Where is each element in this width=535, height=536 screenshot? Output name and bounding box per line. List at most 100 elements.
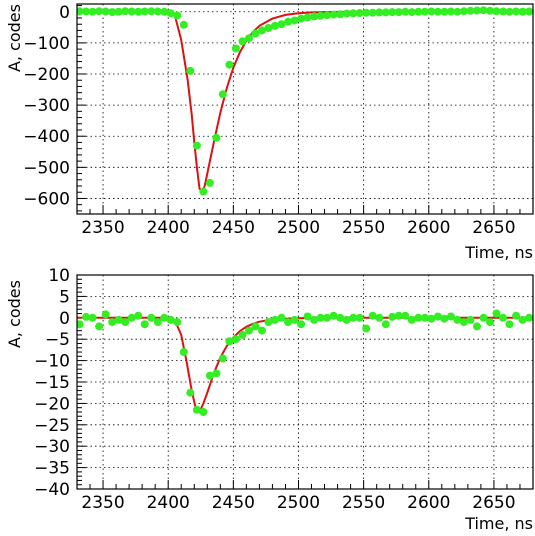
bottom-data-point — [121, 318, 130, 327]
bottom-data-point — [218, 354, 227, 363]
bottom-data-point — [153, 318, 162, 327]
top-x-tick-label: 2650 — [472, 218, 515, 238]
bottom-data-point — [147, 313, 156, 322]
top-y-tick-label: 0 — [59, 3, 70, 23]
bottom-x-tick-label: 2450 — [212, 493, 255, 513]
bottom-data-point — [258, 326, 266, 335]
top-data-point — [459, 7, 468, 16]
top-data-point — [192, 141, 201, 150]
bottom-x-tick-label: 2500 — [277, 493, 320, 513]
top-data-point — [251, 29, 260, 38]
bottom-data-point — [427, 314, 436, 323]
bottom-data-point — [329, 311, 338, 320]
bottom-data-point — [231, 335, 240, 344]
bottom-data-point — [518, 315, 527, 324]
top-data-point — [492, 7, 501, 16]
bottom-data-point — [368, 311, 377, 320]
top-x-tick-label: 2400 — [147, 218, 190, 238]
top-x-tick-label: 2500 — [277, 218, 320, 238]
bottom-data-point — [414, 313, 423, 322]
top-data-point — [486, 6, 494, 15]
top-data-point — [166, 9, 175, 18]
bottom-data-point — [82, 312, 91, 321]
top-data-point — [427, 7, 436, 16]
bottom-y-tick-label: −30 — [34, 437, 70, 457]
bottom-data-point — [486, 318, 494, 327]
top-panel: 2350 2400 2450 2500 2550 2600 2650 0 −100 −200 −30… — [5, 3, 534, 262]
bottom-data-point — [297, 320, 306, 329]
bottom-data-point — [108, 318, 117, 327]
top-data-point — [499, 7, 507, 16]
bottom-data-point — [173, 318, 182, 327]
bottom-data-point — [277, 313, 286, 322]
bottom-fit-curve — [77, 316, 533, 414]
top-data-point — [245, 34, 253, 43]
top-data-point — [173, 11, 182, 20]
top-data-point — [342, 9, 351, 18]
top-data-point — [388, 8, 397, 17]
top-y-tick-label: −600 — [23, 189, 70, 209]
top-data-point — [303, 13, 312, 22]
bottom-data-point — [459, 318, 468, 327]
top-data-point — [433, 7, 442, 16]
top-data-point — [446, 7, 455, 16]
bottom-data-point — [88, 313, 97, 322]
top-data-point — [336, 10, 345, 19]
bottom-data-point — [466, 315, 475, 324]
bottom-y-tick-label: −25 — [34, 416, 70, 436]
bottom-data-point — [160, 313, 169, 322]
top-plot-content: 2350 2400 2450 2500 2550 2600 2650 0 −100 −200 −30… — [23, 3, 534, 238]
bottom-data-point — [134, 311, 143, 320]
top-data-point — [414, 7, 423, 16]
bottom-data-point — [251, 322, 260, 331]
bottom-data-point — [349, 313, 358, 322]
bottom-data-point — [355, 313, 364, 322]
bottom-data-point — [375, 313, 384, 322]
top-y-tick-label: −500 — [23, 158, 70, 178]
top-data-point — [231, 44, 240, 53]
top-data-point — [466, 6, 475, 15]
bottom-y-tick-label: −20 — [34, 394, 70, 414]
bottom-data-point — [479, 313, 488, 322]
bottom-data-point — [394, 311, 403, 320]
bottom-data-point — [433, 312, 442, 321]
bottom-y-tick-label: −35 — [34, 459, 70, 479]
top-data-point — [114, 7, 123, 16]
top-y-tick-label: −200 — [23, 65, 70, 85]
top-x-tick-label: 2450 — [212, 218, 255, 238]
bottom-data-point — [453, 315, 462, 324]
top-plot-frame — [76, 3, 534, 215]
bottom-data-point — [77, 320, 84, 329]
bottom-data-point — [420, 313, 429, 322]
top-data-point — [127, 7, 136, 16]
bottom-data-point — [238, 330, 247, 339]
top-x-tick-label: 2550 — [342, 218, 385, 238]
top-data-point — [368, 8, 377, 17]
bottom-data-point — [401, 311, 410, 320]
bottom-data-point — [271, 315, 279, 324]
bottom-y-tick-label: −15 — [34, 373, 70, 393]
bottom-x-tick-label: 2650 — [472, 493, 515, 513]
top-data-point — [199, 187, 208, 196]
bottom-data-point — [140, 320, 149, 329]
bottom-plot-frame — [76, 274, 534, 490]
bottom-y-tick-label: −40 — [34, 480, 70, 500]
bottom-x-axis-title: Time, ns — [464, 514, 533, 533]
bottom-data-point — [342, 315, 351, 324]
top-data-point — [453, 7, 462, 16]
top-data-point — [420, 7, 429, 16]
top-data-point — [394, 8, 403, 17]
top-data-point — [218, 90, 227, 99]
bottom-data-point — [290, 315, 299, 324]
bottom-data-point — [407, 315, 416, 324]
top-data-point — [147, 7, 156, 16]
bottom-data-point — [199, 408, 208, 416]
top-data-point — [375, 8, 384, 17]
top-data-point — [140, 7, 149, 16]
top-data-point — [381, 8, 390, 17]
top-data-point — [238, 37, 247, 46]
top-data-point — [264, 24, 273, 32]
top-data-point — [323, 11, 332, 20]
top-data-point — [134, 7, 143, 16]
bottom-data-point — [440, 314, 449, 323]
